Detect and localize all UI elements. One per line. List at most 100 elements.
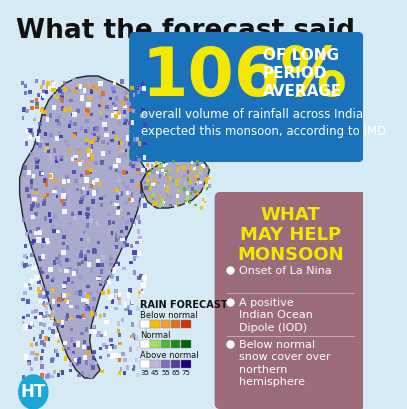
Bar [118,342,122,345]
Bar [167,187,170,189]
Bar [202,198,204,201]
Bar [65,316,68,321]
Bar [158,164,161,168]
Bar [94,178,99,182]
Bar [71,124,74,128]
Bar [37,203,40,207]
Bar [88,144,91,148]
Bar [71,281,74,284]
Bar [73,155,77,160]
Bar [158,169,161,171]
Bar [184,200,187,202]
Bar [46,117,49,122]
Bar [100,160,104,164]
Bar [48,212,50,217]
Bar [166,193,168,197]
Bar [83,177,89,183]
Bar [90,373,93,378]
Bar [39,171,43,176]
Bar [28,264,32,267]
Bar [137,252,140,256]
Bar [124,302,127,308]
Bar [53,178,57,182]
Text: 65: 65 [171,370,180,376]
Bar [136,373,140,377]
Bar [54,187,58,192]
Bar [129,108,133,112]
Bar [111,274,114,279]
Bar [143,155,146,160]
Bar [96,333,100,337]
Bar [83,314,85,319]
Bar [148,172,151,175]
Bar [74,291,79,295]
Bar [79,160,83,163]
Bar [122,245,126,248]
Bar [142,168,147,171]
Bar [208,184,210,187]
Bar [42,239,45,243]
Bar [117,321,120,326]
Bar [40,240,44,244]
Bar [70,124,73,128]
Bar [80,250,83,253]
Bar [111,113,115,118]
Bar [124,119,128,122]
Bar [85,327,88,332]
Bar [147,197,149,199]
Bar [31,367,33,371]
Bar [164,184,166,187]
Bar [172,160,175,163]
Bar [33,337,35,341]
Bar [164,162,167,165]
Bar [95,138,99,142]
Bar [109,258,114,263]
Bar [140,360,150,368]
Bar [45,183,48,187]
Bar [84,305,88,309]
Bar [155,161,158,165]
Bar [204,201,206,203]
Bar [153,182,156,184]
Bar [21,81,24,85]
Bar [38,293,42,297]
Bar [147,173,149,177]
Bar [27,194,31,198]
Bar [187,171,188,173]
Bar [22,316,25,319]
Bar [162,164,165,167]
Bar [177,202,179,206]
Bar [158,197,160,200]
Bar [92,351,95,356]
Bar [130,301,134,306]
Bar [72,271,76,276]
Bar [86,191,89,195]
Bar [184,182,186,185]
Bar [128,198,131,201]
Bar [86,102,91,108]
Bar [127,292,130,298]
Text: OF LONG
PERIOD
AVERAGE: OF LONG PERIOD AVERAGE [263,48,342,99]
Bar [195,191,199,195]
Bar [33,118,35,121]
Bar [175,180,179,183]
Bar [86,299,89,304]
Bar [86,112,90,116]
Bar [44,132,47,136]
Bar [39,179,42,182]
Bar [80,174,83,177]
Bar [126,365,129,370]
Bar [193,190,195,193]
Bar [46,146,49,150]
Bar [151,171,155,174]
Bar [36,204,39,208]
Bar [136,253,138,258]
Bar [90,144,93,149]
Bar [114,111,118,115]
Bar [178,178,181,180]
Bar [114,355,118,359]
Bar [112,246,115,250]
Bar [123,240,127,244]
Bar [30,152,33,155]
Bar [62,168,65,172]
